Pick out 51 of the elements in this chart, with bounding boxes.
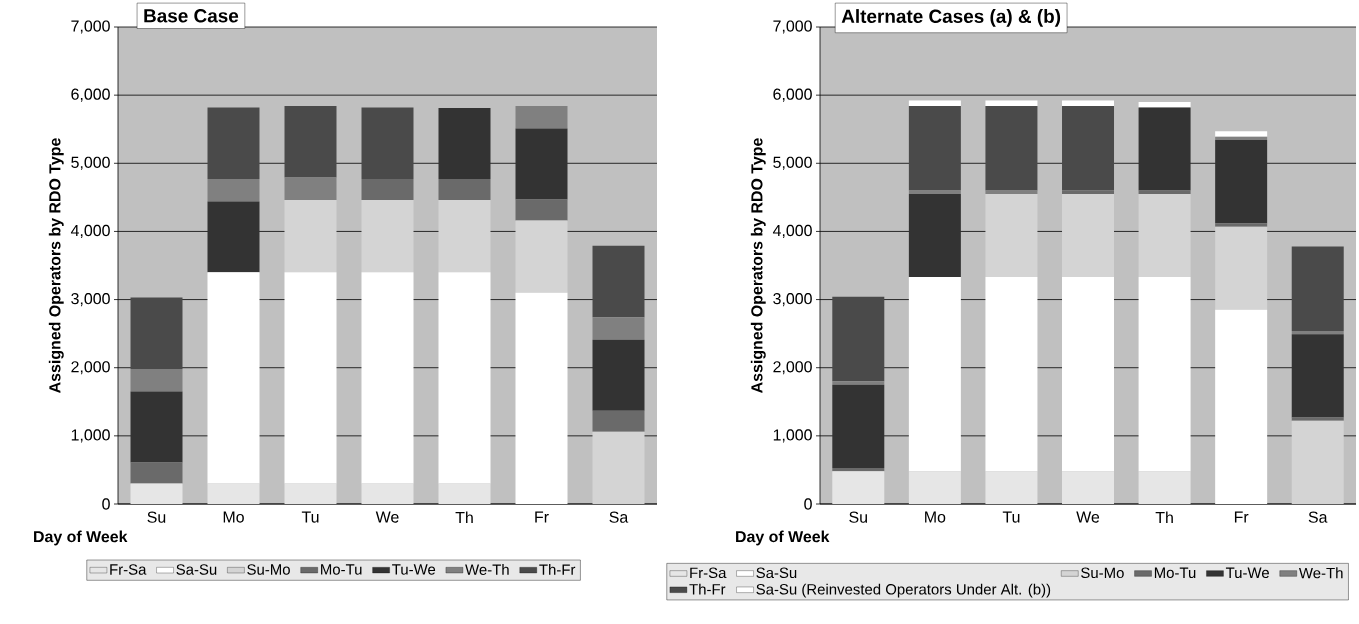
legend-label: Su-Mo xyxy=(247,564,290,575)
legend-label: Sa-Su xyxy=(176,564,217,575)
x-tick-label: Mo xyxy=(223,511,244,523)
x-tick-label: Th xyxy=(1155,511,1173,524)
x-tick-label: We xyxy=(375,511,399,523)
legend-label: Tu-We xyxy=(392,564,436,575)
y-tick-label: 3,000 xyxy=(71,292,110,307)
x-tick-label: Mo xyxy=(925,511,946,523)
x-tick-label: Sa xyxy=(1308,511,1328,523)
legend-label: Mo-Tu xyxy=(321,564,362,575)
y-tick-label: 7,000 xyxy=(71,20,110,34)
y-tick-label: 1,000 xyxy=(71,429,110,443)
y-tick-label: 5,000 xyxy=(71,156,110,170)
x-tick-label: Fr xyxy=(535,511,549,523)
x-tick-label: Th xyxy=(455,511,473,524)
y-tick-label: 3,000 xyxy=(773,292,812,307)
x-tick-label: Tu xyxy=(1002,511,1020,523)
legend-label: Tu-We xyxy=(1225,567,1269,579)
y-tick-label: 6,000 xyxy=(773,88,812,102)
chart-title: Alternate Cases (a) & (b) xyxy=(841,9,1061,27)
x-tick-label: Sa xyxy=(609,511,629,523)
legend-label: Sa-Su (Reinvested Operators Under Alt. (b)) xyxy=(756,583,1051,598)
y-tick-label: 5,000 xyxy=(773,156,812,170)
y-tick-label: 4,000 xyxy=(70,224,110,238)
y-axis-title: Assigned Operators by RDO Type xyxy=(750,138,766,393)
legend-label: We-Th xyxy=(1298,567,1343,579)
y-tick-label: 1,000 xyxy=(773,429,812,443)
y-tick-label: 2,000 xyxy=(71,361,110,375)
y-tick-label: 7,000 xyxy=(773,20,812,34)
y-tick-label: 6,000 xyxy=(71,88,110,102)
x-tick-label: Fr xyxy=(1234,511,1249,523)
legend-label: Mo-Tu xyxy=(1154,567,1196,579)
legend-label: Th-Fr xyxy=(539,563,576,575)
y-tick-label: 2,000 xyxy=(773,361,812,375)
legend-label: Sa-Su xyxy=(756,567,797,579)
legend-label: Fr-Sa xyxy=(690,567,727,579)
x-axis-title: Day of Week xyxy=(34,530,128,546)
legend-label: We-Th xyxy=(465,563,509,575)
x-tick-label: We xyxy=(1076,511,1100,523)
legend-label: Fr-Sa xyxy=(110,564,147,575)
chart-title: Base Case xyxy=(144,9,239,23)
y-tick-label: 4,000 xyxy=(772,224,812,239)
x-tick-label: Tu xyxy=(301,511,319,523)
legend-label: Th-Fr xyxy=(689,583,726,595)
x-tick-label: Su xyxy=(147,511,166,523)
x-axis-title: Day of Week xyxy=(736,530,830,546)
y-tick-label: 0 xyxy=(102,498,110,510)
x-tick-label: Su xyxy=(849,511,867,523)
legend-label: Su-Mo xyxy=(1081,567,1124,579)
y-axis-title: Assigned Operators by RDO Type xyxy=(48,138,64,393)
y-tick-label: 0 xyxy=(804,498,812,510)
